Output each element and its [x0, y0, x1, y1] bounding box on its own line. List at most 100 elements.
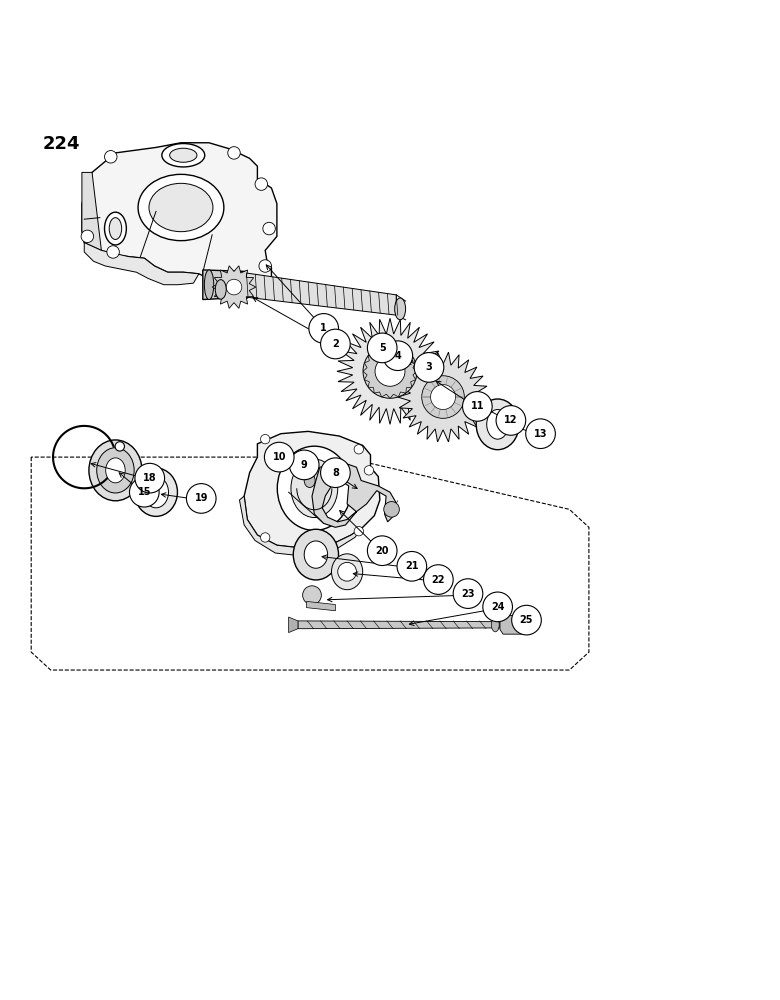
Circle shape: [129, 477, 159, 507]
Circle shape: [424, 565, 453, 594]
Circle shape: [81, 230, 94, 243]
Circle shape: [483, 592, 512, 622]
Text: 20: 20: [375, 546, 389, 556]
Text: 5: 5: [379, 343, 385, 353]
Circle shape: [226, 289, 239, 302]
Polygon shape: [398, 352, 488, 442]
Ellipse shape: [332, 554, 363, 590]
Polygon shape: [307, 601, 335, 611]
Circle shape: [354, 445, 363, 454]
Circle shape: [261, 434, 270, 444]
Text: 1: 1: [321, 323, 327, 333]
Polygon shape: [244, 431, 380, 548]
Polygon shape: [312, 463, 395, 527]
Ellipse shape: [144, 477, 168, 508]
Text: 9: 9: [301, 460, 307, 470]
Circle shape: [303, 586, 321, 605]
Circle shape: [261, 533, 270, 542]
Circle shape: [526, 419, 555, 449]
Circle shape: [375, 356, 405, 386]
Circle shape: [115, 463, 125, 472]
Ellipse shape: [204, 270, 214, 300]
Ellipse shape: [162, 144, 204, 167]
Circle shape: [422, 376, 464, 418]
Polygon shape: [337, 318, 443, 424]
Circle shape: [383, 341, 413, 371]
Text: 24: 24: [491, 602, 505, 612]
Text: 2: 2: [332, 339, 339, 349]
Text: 11: 11: [470, 401, 484, 411]
Text: 224: 224: [43, 135, 80, 153]
Circle shape: [367, 536, 397, 566]
Circle shape: [338, 562, 356, 581]
Circle shape: [107, 246, 119, 258]
Polygon shape: [82, 143, 277, 299]
Circle shape: [363, 344, 417, 398]
Circle shape: [264, 442, 294, 472]
Text: 10: 10: [272, 452, 286, 462]
Circle shape: [431, 385, 456, 409]
Circle shape: [496, 406, 526, 435]
Ellipse shape: [491, 618, 499, 632]
Ellipse shape: [487, 410, 509, 439]
Text: 19: 19: [194, 493, 208, 503]
Text: 18: 18: [143, 473, 157, 483]
Circle shape: [321, 458, 350, 488]
Circle shape: [397, 551, 427, 581]
Polygon shape: [203, 270, 246, 300]
Text: 3: 3: [426, 362, 432, 372]
Text: 8: 8: [332, 468, 339, 478]
Text: 23: 23: [461, 589, 475, 599]
Ellipse shape: [169, 148, 197, 162]
Polygon shape: [246, 273, 396, 315]
Circle shape: [135, 463, 165, 493]
Circle shape: [384, 502, 399, 517]
Ellipse shape: [97, 448, 134, 493]
Circle shape: [226, 279, 242, 295]
Ellipse shape: [476, 399, 519, 450]
Ellipse shape: [149, 183, 213, 232]
Circle shape: [463, 392, 492, 421]
Circle shape: [186, 484, 216, 513]
Ellipse shape: [304, 473, 315, 488]
Circle shape: [354, 527, 363, 536]
Text: 4: 4: [395, 351, 401, 361]
Text: 12: 12: [504, 415, 518, 425]
Circle shape: [259, 260, 271, 272]
Circle shape: [228, 147, 240, 159]
Text: 22: 22: [431, 575, 445, 585]
Circle shape: [364, 466, 374, 475]
Text: 21: 21: [405, 561, 419, 571]
Polygon shape: [82, 172, 101, 250]
Ellipse shape: [105, 212, 126, 245]
Ellipse shape: [395, 298, 406, 320]
Polygon shape: [298, 621, 499, 629]
Circle shape: [115, 442, 125, 451]
Circle shape: [414, 353, 444, 382]
Polygon shape: [212, 266, 256, 308]
Circle shape: [367, 333, 397, 363]
Polygon shape: [289, 617, 298, 633]
Ellipse shape: [304, 541, 328, 568]
Polygon shape: [381, 344, 392, 353]
Ellipse shape: [135, 468, 177, 516]
Polygon shape: [363, 344, 417, 398]
Ellipse shape: [293, 529, 339, 580]
Circle shape: [333, 482, 338, 487]
Text: 15: 15: [137, 487, 151, 497]
Polygon shape: [239, 496, 363, 556]
Polygon shape: [292, 465, 302, 473]
Circle shape: [309, 314, 339, 343]
Ellipse shape: [215, 280, 226, 299]
Circle shape: [263, 222, 275, 235]
Circle shape: [453, 579, 483, 608]
Circle shape: [321, 329, 350, 359]
Ellipse shape: [278, 446, 352, 530]
Ellipse shape: [106, 458, 125, 483]
Circle shape: [289, 450, 319, 480]
Ellipse shape: [138, 174, 224, 241]
Circle shape: [255, 178, 268, 190]
Ellipse shape: [291, 459, 338, 518]
Text: 13: 13: [534, 429, 548, 439]
Polygon shape: [281, 453, 302, 463]
